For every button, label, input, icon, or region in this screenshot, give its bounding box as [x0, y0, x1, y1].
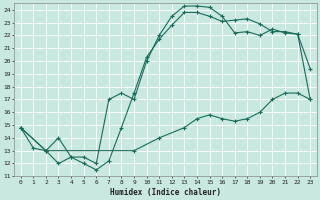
- X-axis label: Humidex (Indice chaleur): Humidex (Indice chaleur): [110, 188, 221, 197]
